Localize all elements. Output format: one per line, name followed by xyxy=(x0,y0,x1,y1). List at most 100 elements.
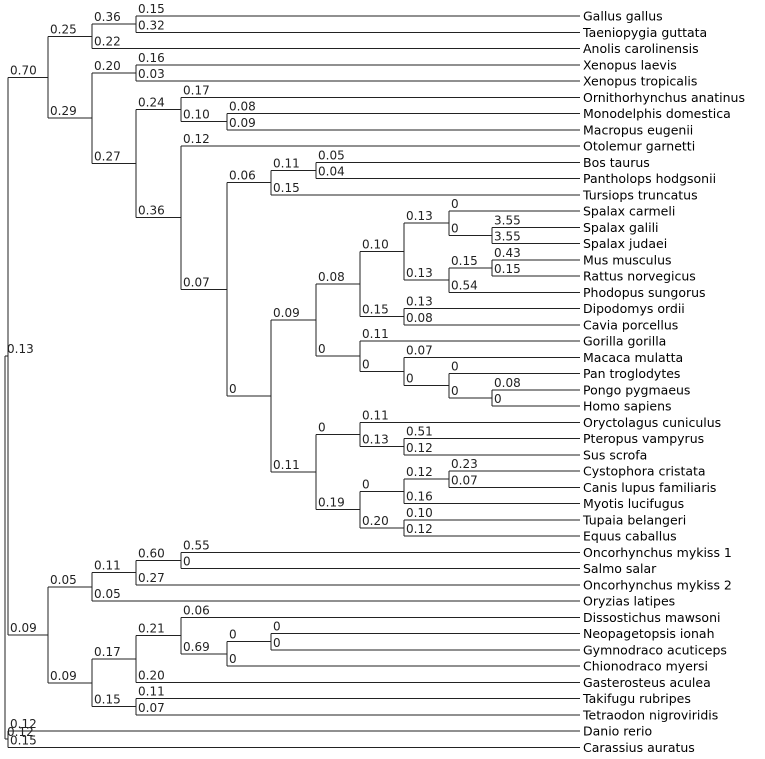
branch-length-clade-laur3: 0 xyxy=(362,477,370,491)
leaf-label-sus-scrofa: Sus scrofa xyxy=(583,447,647,462)
branch-length-clade-carnivora: 0.12 xyxy=(406,465,433,479)
leaf-label-rattus-norvegicus: Rattus norvegicus xyxy=(583,269,696,284)
leaf-label-salmo-salar: Salmo salar xyxy=(583,561,657,576)
leaf-label-macropus-eugenii: Macropus eugenii xyxy=(583,122,693,137)
leaf-label-gasterosteus-aculea: Gasterosteus aculea xyxy=(583,675,711,690)
branch-length-clade-laur2: 0.19 xyxy=(318,496,345,510)
branch-length-macaca-mulatta: 0.07 xyxy=(406,343,433,357)
branch-length-clade-tupaia-equus: 0.20 xyxy=(362,514,389,528)
branch-length-clade-puffer: 0.15 xyxy=(94,693,121,707)
leaf-label-spalax-judaei: Spalax judaei xyxy=(583,236,667,251)
branch-length-clade-icefish3: 0 xyxy=(229,628,237,642)
branch-length-clade-muroids: 0.10 xyxy=(362,238,389,252)
branch-length-myotis-lucifugus: 0.16 xyxy=(406,490,433,504)
leaf-label-phodopus-sungorus: Phodopus sungorus xyxy=(583,285,706,300)
leaf-label-spalax-galili: Spalax galili xyxy=(583,220,659,235)
branch-length-clade-eu3: 0 xyxy=(229,382,237,396)
branch-length-sus-scrofa: 0.12 xyxy=(406,441,433,455)
branch-length-clade-teleosts: 0.09 xyxy=(10,621,37,635)
leaf-label-oncorhynchus-mykiss-1: Oncorhynchus mykiss 1 xyxy=(583,545,732,560)
branch-length-pantholops-hodgsonii: 0.04 xyxy=(318,165,345,179)
branch-length-clade-euarchontoglires: 0.09 xyxy=(273,306,300,320)
branch-length-clade-salmo2: 0.60 xyxy=(138,546,165,560)
leaf-label-danio-rerio: Danio rerio xyxy=(583,724,652,739)
branch-length-clade-mus-rat: 0.15 xyxy=(451,254,478,268)
branch-length-clade-notothen: 0.17 xyxy=(94,645,121,659)
branch-length-tetraodon-nigroviridis: 0.07 xyxy=(138,701,165,715)
branch-length-clade-murids: 0.13 xyxy=(406,266,433,280)
leaf-label-myotis-lucifugus: Myotis lucifugus xyxy=(583,496,684,511)
branch-length-oryctolagus-cuniculus: 0.11 xyxy=(362,408,389,422)
leaf-label-cystophora-cristata: Cystophora cristata xyxy=(583,464,706,479)
leaf-label-chionodraco-myersi: Chionodraco myersi xyxy=(583,659,708,674)
branch-length-clade-percomorphs: 0.09 xyxy=(50,669,77,683)
leaf-label-pantholops-hodgsonii: Pantholops hodgsonii xyxy=(583,171,716,186)
branch-length-neopagetopsis-ionah: 0 xyxy=(273,620,281,634)
leaf-label-xenopus-laevis: Xenopus laevis xyxy=(583,57,677,72)
branch-length-oryzias-latipes: 0.05 xyxy=(94,587,121,601)
branch-length-clade-icefish: 0.21 xyxy=(138,622,165,636)
branch-length-chionodraco-myersi: 0 xyxy=(229,652,237,666)
branch-length-root: 0.13 xyxy=(7,342,34,356)
branch-length-clade-sauropsids: 0.25 xyxy=(50,22,77,36)
branch-length-oncorhynchus-mykiss-1: 0.55 xyxy=(183,538,210,552)
leaf-label-monodelphis-domestica: Monodelphis domestica xyxy=(583,106,731,121)
leaf-label-pongo-pygmaeus: Pongo pygmaeus xyxy=(583,382,690,397)
branch-length-clade-laurasiatheria: 0.11 xyxy=(273,458,300,472)
branch-length-clade-dipo-cavia: 0.15 xyxy=(362,303,389,317)
leaf-label-cavia-porcellus: Cavia porcellus xyxy=(583,317,678,332)
branch-length-clade-birds: 0.36 xyxy=(94,10,121,24)
branch-length-canis-lupus-familiaris: 0.07 xyxy=(451,473,478,487)
branch-length-clade-eu2: 0.07 xyxy=(183,275,210,289)
branch-length-bos-taurus: 0.05 xyxy=(318,148,345,162)
leaf-label-pteropus-vampyrus: Pteropus vampyrus xyxy=(583,431,704,446)
leaf-label-carassius-auratus: Carassius auratus xyxy=(583,740,695,755)
leaf-label-spalax-carmeli: Spalax carmeli xyxy=(583,204,675,219)
branch-length-clade-tetrapods: 0.70 xyxy=(10,63,37,77)
branch-length-tursiops-truncatus: 0.15 xyxy=(273,181,300,195)
branch-length-clade-marsupials: 0.10 xyxy=(183,108,210,122)
branch-length-carassius-auratus: 0.15 xyxy=(10,733,37,747)
branch-length-clade-mono-marsupials: 0.24 xyxy=(138,95,165,109)
branch-length-clade-amph-mammals: 0.29 xyxy=(50,104,77,118)
branch-length-cavia-porcellus: 0.08 xyxy=(406,311,433,325)
branch-length-clade-prim2: 0 xyxy=(362,357,370,371)
branch-length-clade-prim4: 0 xyxy=(451,384,459,398)
branch-length-cystophora-cristata: 0.23 xyxy=(451,457,478,471)
leaf-label-gymnodraco-acuticeps: Gymnodraco acuticeps xyxy=(583,642,727,657)
branch-length-clade-salmonids: 0.05 xyxy=(50,573,77,587)
leaf-label-otolemur-garnetti: Otolemur garnetti xyxy=(583,139,695,154)
branch-length-gymnodraco-acuticeps: 0 xyxy=(273,636,281,650)
branch-length-clade-laur1b: 0.13 xyxy=(362,433,389,447)
branch-length-gorilla-gorilla: 0.11 xyxy=(362,327,389,341)
leaf-label-macaca-mulatta: Macaca mulatta xyxy=(583,350,683,365)
branch-length-clade-bovids: 0.11 xyxy=(273,156,300,170)
branch-length-clade-mammals: 0.27 xyxy=(94,150,121,164)
branch-length-pongo-pygmaeus: 0.08 xyxy=(494,376,521,390)
branch-length-equus-caballus: 0.12 xyxy=(406,522,433,536)
leaf-label-homo-sapiens: Homo sapiens xyxy=(583,399,672,414)
leaf-label-takifugu-rubripes: Takifugu rubripes xyxy=(582,691,691,706)
leaf-label-gallus-gallus: Gallus gallus xyxy=(583,9,663,24)
branch-length-clade-cetartio: 0.06 xyxy=(229,169,256,183)
branch-length-clade-salmo: 0.11 xyxy=(94,559,121,573)
branch-length-macropus-eugenii: 0.09 xyxy=(229,116,256,130)
branch-length-danio-rerio: 0.12 xyxy=(10,717,37,731)
branch-length-homo-sapiens: 0 xyxy=(494,392,502,406)
leaf-label-anolis-carolinensis: Anolis carolinensis xyxy=(583,41,699,56)
branch-length-monodelphis-domestica: 0.08 xyxy=(229,100,256,114)
branch-length-gallus-gallus: 0.15 xyxy=(138,2,165,16)
branch-length-pteropus-vampyrus: 0.51 xyxy=(406,425,433,439)
leaf-label-tursiops-truncatus: Tursiops truncatus xyxy=(582,187,698,202)
leaf-label-xenopus-tropicalis: Xenopus tropicalis xyxy=(583,74,697,89)
branch-length-salmo-salar: 0 xyxy=(183,555,191,569)
branch-length-anolis-carolinensis: 0.22 xyxy=(94,35,121,49)
branch-length-oncorhynchus-mykiss-2: 0.27 xyxy=(138,571,165,585)
branch-length-xenopus-tropicalis: 0.03 xyxy=(138,67,165,81)
leaf-label-gorilla-gorilla: Gorilla gorilla xyxy=(583,334,666,349)
leaf-label-bos-taurus: Bos taurus xyxy=(583,155,650,170)
leaf-label-pan-troglodytes: Pan troglodytes xyxy=(583,366,680,381)
leaf-label-ornithorhynchus-anatinus: Ornithorhynchus anatinus xyxy=(583,90,745,105)
branch-length-clade-rodents: 0.08 xyxy=(318,270,345,284)
